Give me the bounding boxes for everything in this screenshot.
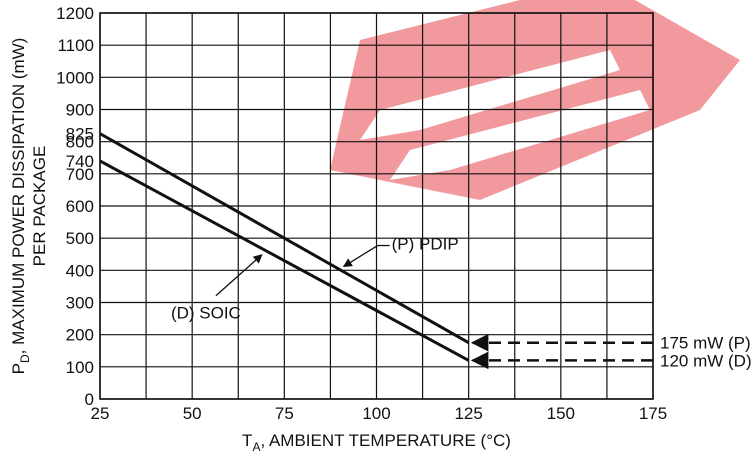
limit-lines: 175 mW (P)120 mW (D) (470, 334, 752, 370)
annotation-leader (342, 244, 378, 268)
x-tick-label: 125 (454, 404, 482, 423)
x-tick-label: 50 (183, 404, 202, 423)
x-tick-label: 150 (547, 404, 575, 423)
y-tick-label: 500 (66, 229, 94, 248)
x-tick-label: 175 (639, 404, 667, 423)
y-tick-label: 0 (85, 390, 94, 409)
y-tick-label: 1100 (57, 36, 94, 55)
plot-frame (99, 12, 654, 400)
y-tick-label: 1000 (56, 68, 94, 87)
y-tick-label: 100 (66, 358, 94, 377)
y-tick-label: 800 (66, 133, 94, 152)
y-tick-label: 900 (66, 101, 94, 120)
annotation-leader (215, 254, 263, 297)
x-tick-label: 25 (91, 404, 110, 423)
y-tick-label: 200 (66, 326, 94, 345)
y-tick-label-extra: 740 (66, 152, 94, 171)
y-tick-label: 600 (66, 197, 94, 216)
series-label: (P) PDIP (392, 235, 459, 254)
x-tick-label: 75 (275, 404, 294, 423)
y-tick-label: 700 (66, 165, 94, 184)
y-tick-label: 400 (66, 261, 94, 280)
series-lines (99, 132, 470, 362)
limit-label: 120 mW (D) (660, 351, 752, 370)
x-axis-title: TA, AMBIENT TEMPERATURE (°C) (242, 431, 511, 454)
series-label: (D) SOIC (171, 304, 241, 323)
grid-lines (99, 12, 654, 400)
y-tick-label: 300 (66, 294, 94, 313)
y-axis-title: PD, MAXIMUM POWER DISSIPATION (mW) (9, 38, 32, 375)
x-tick-label: 100 (362, 404, 390, 423)
x-axis-ticks: 25 50 75 100 125 150 175 (91, 404, 668, 423)
y-tick-label-extra: 825 (66, 125, 94, 144)
watermark-logo (330, 0, 740, 200)
limit-label: 175 mW (P) (660, 334, 751, 353)
y-axis-title-line2: PER PACKAGE (30, 146, 49, 267)
series-line (99, 159, 470, 362)
y-tick-label: 1200 (56, 4, 94, 23)
y-axis-ticks: 0 100 200 300 400 500 600 700 800 900 1000 1100 1200… (56, 4, 94, 409)
series-line (99, 132, 470, 345)
series-annotations: (P) PDIP (D) SOIC (171, 235, 459, 323)
